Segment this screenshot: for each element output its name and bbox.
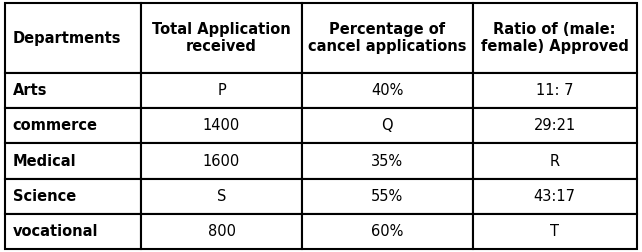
Text: S: S bbox=[217, 189, 226, 204]
Bar bbox=[5, 108, 141, 143]
Bar bbox=[473, 73, 637, 108]
Text: Departments: Departments bbox=[13, 30, 121, 46]
Text: 60%: 60% bbox=[371, 224, 404, 239]
Bar bbox=[141, 214, 302, 249]
Text: 55%: 55% bbox=[371, 189, 403, 204]
Text: 11: 7: 11: 7 bbox=[536, 83, 573, 98]
Bar bbox=[141, 143, 302, 179]
Text: 1400: 1400 bbox=[203, 118, 240, 133]
Text: 40%: 40% bbox=[371, 83, 404, 98]
Bar bbox=[141, 73, 302, 108]
Bar bbox=[5, 3, 141, 73]
Bar bbox=[302, 108, 473, 143]
Text: Q: Q bbox=[381, 118, 393, 133]
Text: 29:21: 29:21 bbox=[534, 118, 576, 133]
Bar bbox=[302, 3, 473, 73]
Bar bbox=[473, 214, 637, 249]
Text: vocational: vocational bbox=[13, 224, 98, 239]
Bar bbox=[141, 108, 302, 143]
Bar bbox=[473, 179, 637, 214]
Text: Science: Science bbox=[13, 189, 76, 204]
Text: 35%: 35% bbox=[371, 153, 403, 169]
Text: Percentage of
cancel applications: Percentage of cancel applications bbox=[308, 22, 467, 54]
Bar bbox=[302, 143, 473, 179]
Bar bbox=[473, 143, 637, 179]
Bar bbox=[302, 73, 473, 108]
Bar bbox=[5, 143, 141, 179]
Bar bbox=[141, 3, 302, 73]
Text: Ratio of (male:
female) Approved: Ratio of (male: female) Approved bbox=[481, 22, 629, 54]
Bar bbox=[5, 214, 141, 249]
Text: 800: 800 bbox=[207, 224, 236, 239]
Bar bbox=[5, 73, 141, 108]
Bar bbox=[302, 214, 473, 249]
Bar bbox=[473, 3, 637, 73]
Text: 1600: 1600 bbox=[203, 153, 240, 169]
Bar bbox=[5, 179, 141, 214]
Text: P: P bbox=[217, 83, 226, 98]
Bar bbox=[141, 179, 302, 214]
Bar bbox=[302, 179, 473, 214]
Bar bbox=[473, 108, 637, 143]
Text: Arts: Arts bbox=[13, 83, 48, 98]
Text: Total Application
received: Total Application received bbox=[152, 22, 291, 54]
Text: Medical: Medical bbox=[13, 153, 76, 169]
Text: T: T bbox=[550, 224, 559, 239]
Text: 43:17: 43:17 bbox=[534, 189, 576, 204]
Text: commerce: commerce bbox=[13, 118, 98, 133]
Text: R: R bbox=[550, 153, 560, 169]
